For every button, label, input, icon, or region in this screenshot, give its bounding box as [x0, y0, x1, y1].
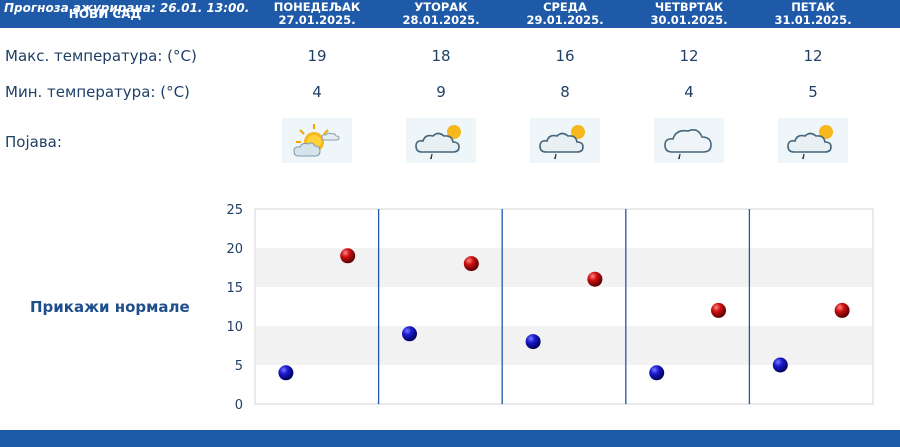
show-normals-button[interactable]: Прикажи нормале [30, 298, 190, 316]
min-temp-point [278, 365, 294, 381]
day-date: 27.01.2025. [278, 13, 356, 27]
y-tick-label: 25 [226, 203, 243, 218]
sun-cloud-icon [282, 118, 352, 163]
y-tick-label: 20 [226, 242, 243, 257]
min-temp-point [772, 357, 788, 373]
min-temp-value: 4 [312, 83, 322, 101]
day-header-5: ПЕТАК 31.01.2025. [751, 0, 875, 28]
day-date: 29.01.2025. [526, 13, 604, 27]
max-temp-point [463, 256, 479, 272]
cloud-rain-icon [654, 118, 724, 163]
min-temp-point [525, 334, 541, 350]
forecast-updated: Прогноза ажурирана: 26.01. 13:00. [4, 1, 250, 15]
max-temp-point [711, 302, 726, 318]
max-temp-label: Макс. температура: (°C) [5, 47, 197, 65]
min-temp-value: 8 [560, 83, 570, 101]
max-temp-value: 12 [803, 47, 823, 65]
min-temp-point [402, 326, 417, 342]
day-name: ПОНЕДЕЉАК [273, 0, 361, 14]
min-temp-value: 5 [808, 83, 818, 101]
day-date: 28.01.2025. [402, 13, 480, 27]
min-temp-point [649, 365, 665, 381]
grid-band [256, 326, 872, 365]
plot-area [254, 208, 874, 405]
max-temp-value: 12 [679, 47, 699, 65]
header-bar [0, 0, 900, 28]
max-temp-point [587, 271, 603, 287]
min-temp-value: 4 [684, 83, 694, 101]
day-header-4: ЧЕТВРТАК 30.01.2025. [627, 0, 751, 28]
min-temp-label: Мин. температура: (°C) [5, 83, 190, 101]
max-temp-value: 16 [555, 47, 575, 65]
cloud-sun-rain-icon [530, 118, 600, 163]
y-tick-label: 5 [235, 359, 243, 374]
day-name: ПЕТАК [791, 0, 835, 14]
cloud-sun-rain-icon [406, 118, 476, 163]
y-tick-label: 15 [226, 281, 243, 296]
min-temp-value: 9 [436, 83, 446, 101]
max-temp-point [834, 302, 850, 318]
phenomenon-label: Појава: [5, 133, 62, 151]
cloud-sun-rain-icon [778, 118, 848, 163]
max-temp-point [340, 248, 356, 264]
y-tick-label: 10 [226, 320, 243, 335]
day-header-3: СРЕДА 29.01.2025. [503, 0, 627, 28]
day-name: УТОРАК [414, 0, 468, 14]
y-tick-label: 0 [235, 398, 243, 413]
day-header-1: ПОНЕДЕЉАК 27.01.2025. [255, 0, 379, 28]
city-name: НОВИ САД [68, 7, 142, 21]
day-name: СРЕДА [543, 0, 587, 14]
day-date: 31.01.2025. [774, 13, 852, 27]
footer-bar [0, 430, 900, 447]
max-temp-value: 19 [307, 47, 327, 65]
day-date: 30.01.2025. [650, 13, 728, 27]
day-name: ЧЕТВРТАК [654, 0, 724, 14]
max-temp-value: 18 [431, 47, 451, 65]
day-header-2: УТОРАК 28.01.2025. [379, 0, 503, 28]
grid-band [256, 248, 872, 287]
